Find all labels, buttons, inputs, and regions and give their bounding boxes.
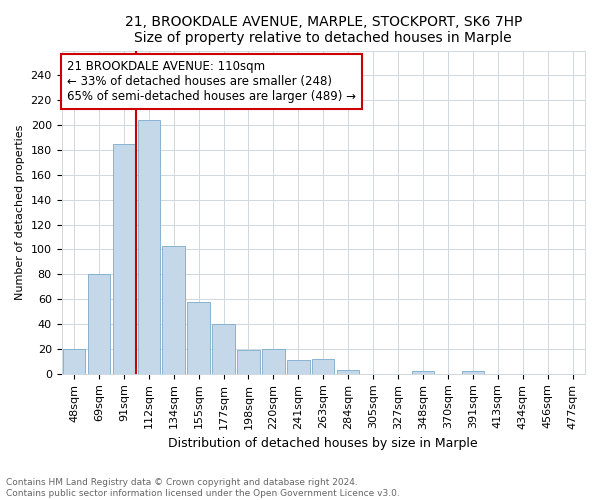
- Bar: [312, 359, 334, 374]
- Bar: [88, 274, 110, 374]
- Bar: [262, 349, 284, 374]
- Title: 21, BROOKDALE AVENUE, MARPLE, STOCKPORT, SK6 7HP
Size of property relative to de: 21, BROOKDALE AVENUE, MARPLE, STOCKPORT,…: [125, 15, 522, 45]
- Bar: [212, 324, 235, 374]
- Text: 21 BROOKDALE AVENUE: 110sqm
← 33% of detached houses are smaller (248)
65% of se: 21 BROOKDALE AVENUE: 110sqm ← 33% of det…: [67, 60, 356, 103]
- Bar: [63, 349, 85, 374]
- Bar: [237, 350, 260, 374]
- Bar: [137, 120, 160, 374]
- Bar: [113, 144, 135, 374]
- Bar: [461, 372, 484, 374]
- Bar: [337, 370, 359, 374]
- Bar: [287, 360, 310, 374]
- Text: Contains HM Land Registry data © Crown copyright and database right 2024.
Contai: Contains HM Land Registry data © Crown c…: [6, 478, 400, 498]
- X-axis label: Distribution of detached houses by size in Marple: Distribution of detached houses by size …: [169, 437, 478, 450]
- Bar: [163, 246, 185, 374]
- Y-axis label: Number of detached properties: Number of detached properties: [15, 124, 25, 300]
- Bar: [187, 302, 210, 374]
- Bar: [412, 372, 434, 374]
